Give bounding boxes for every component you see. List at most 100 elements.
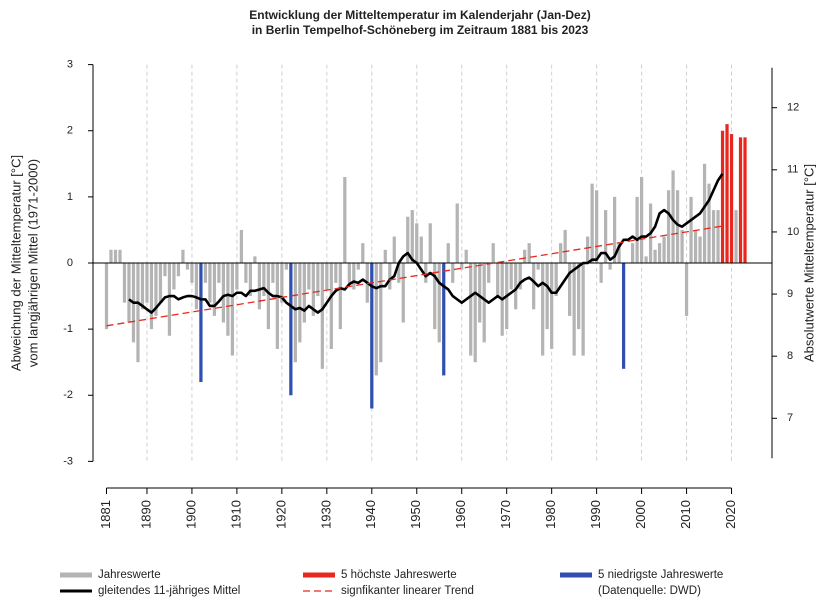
bar [527, 243, 531, 263]
bar [586, 236, 590, 263]
bar [293, 263, 297, 363]
bar [154, 263, 158, 316]
bar [496, 263, 500, 297]
y2-tick-label: 9 [787, 288, 793, 300]
bar [630, 243, 635, 263]
bar [356, 263, 360, 270]
bar [671, 170, 675, 263]
bar [541, 263, 545, 356]
bar [446, 243, 450, 263]
y-tick-label: -3 [63, 455, 73, 467]
bar [666, 190, 671, 263]
bar [374, 263, 378, 376]
x-tick-label: 1890 [138, 500, 153, 529]
bar [217, 263, 221, 283]
bar [334, 263, 338, 283]
bar [491, 243, 495, 263]
x-tick-label: 1900 [183, 500, 198, 529]
bar [644, 256, 648, 263]
chart-subtitle: in Berlin Tempelhof-Schöneberg im Zeitra… [252, 23, 589, 37]
y-axis-label: vom langjährigen Mittel (1971-2000) [25, 159, 40, 367]
bar [698, 236, 702, 263]
bar [140, 263, 145, 310]
legend-label: gleitendes 11-jähriges Mittel [98, 585, 240, 597]
bar [244, 263, 248, 283]
bar [370, 263, 374, 409]
x-tick-label: 1980 [543, 500, 558, 529]
bar [635, 196, 639, 263]
y2-tick-label: 8 [787, 350, 793, 362]
bar [716, 210, 720, 263]
bar [104, 263, 109, 330]
bar [460, 263, 464, 270]
bar [455, 203, 459, 263]
bar [109, 249, 113, 263]
bar [118, 249, 122, 263]
x-tick-label: 1960 [453, 500, 468, 529]
y2-tick-label: 11 [787, 164, 798, 176]
y2-tick-label: 12 [787, 102, 799, 114]
bar [203, 263, 208, 283]
chart-title: Entwicklung der Mitteltemperatur im Kale… [249, 8, 590, 22]
bar [401, 263, 405, 323]
bar [289, 263, 293, 396]
bar [738, 137, 743, 263]
bar [428, 223, 432, 263]
bar [221, 263, 226, 323]
bar [621, 263, 626, 369]
bar [437, 263, 441, 343]
bar [307, 263, 311, 290]
legend-label: Jahreswerte [98, 569, 161, 581]
x-tick-label: 1950 [408, 500, 423, 529]
line [106, 224, 728, 327]
bar [149, 263, 154, 330]
bar [275, 263, 279, 349]
y-tick-label: 2 [67, 125, 73, 137]
bar [509, 263, 513, 290]
bar [329, 263, 333, 349]
bar [316, 263, 320, 297]
bar [406, 216, 410, 263]
y-tick-label: 0 [67, 257, 73, 269]
bar [702, 163, 707, 263]
y-tick-label: 3 [67, 59, 73, 71]
x-tick-label: 1920 [273, 500, 288, 529]
bar [397, 263, 401, 283]
bar [653, 249, 657, 263]
x-tick-label: 1940 [363, 500, 378, 529]
bar [113, 249, 118, 263]
bar [451, 263, 455, 283]
bar [581, 263, 585, 356]
y-tick-label: -2 [63, 389, 73, 401]
bar [347, 263, 351, 283]
bar [298, 263, 302, 343]
bar [545, 263, 549, 330]
bar [325, 263, 329, 290]
y2-tick-label: 10 [787, 226, 799, 238]
bar [711, 210, 716, 263]
bar [599, 263, 603, 283]
bar [595, 190, 599, 263]
bar [424, 263, 428, 283]
line [128, 172, 724, 314]
bar [612, 196, 617, 263]
x-tick-label: 1881 [98, 500, 113, 529]
bar [235, 263, 239, 290]
bar [734, 210, 738, 263]
bar [280, 263, 284, 303]
bar [729, 134, 734, 263]
x-tick-label: 1970 [498, 500, 513, 529]
bar [181, 249, 185, 263]
bar [536, 263, 540, 270]
bar [590, 183, 594, 263]
bar [208, 263, 212, 303]
bar [693, 229, 698, 263]
bar [639, 177, 644, 263]
bar [478, 263, 482, 323]
bar [675, 190, 680, 263]
bar [361, 243, 365, 263]
bar [388, 263, 392, 290]
bar [464, 249, 468, 263]
bar [172, 263, 176, 290]
